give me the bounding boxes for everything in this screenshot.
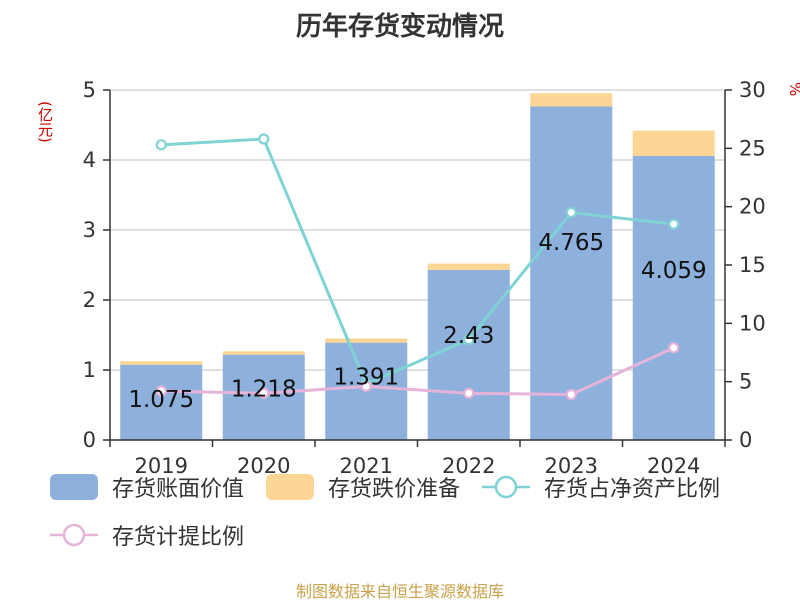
right-axis-unit: % [790, 82, 800, 97]
y-tick-label: 1 [83, 358, 96, 382]
bar-impairment [120, 361, 203, 365]
point-net-asset-ratio [565, 206, 577, 219]
legend-label-impairment: 存货跌价准备 [328, 477, 461, 502]
bar-layer [120, 93, 715, 440]
legend-item-provision-ratio[interactable]: 存货计提比例 [50, 518, 244, 552]
bar-data-label: 1.218 [231, 377, 297, 403]
bar-book-value [530, 106, 613, 440]
y-tick-label: 0 [83, 428, 96, 452]
bar-data-label: 1.075 [128, 387, 194, 413]
x-tick-label: 2023 [545, 454, 598, 478]
bar-data-label: 2.43 [443, 323, 494, 349]
bar-impairment [632, 130, 715, 156]
point-net-asset-ratio [668, 218, 680, 230]
legend-label-book-value: 存货账面价值 [112, 477, 245, 502]
y-tick-label: 3 [83, 218, 96, 242]
bar-book-value [120, 364, 203, 440]
point-provision-ratio [258, 387, 270, 399]
bar-impairment [222, 351, 305, 355]
line-layer [155, 133, 680, 401]
y2-tick-label: 20 [739, 195, 766, 219]
y2-tick-label: 0 [739, 428, 752, 452]
legend-item-net-asset-ratio[interactable]: 存货占净资产比例 [482, 470, 720, 504]
y2-tick-label: 30 [739, 78, 766, 102]
data-source-note: 制图数据来自恒生聚源数据库 [295, 582, 504, 601]
bar-book-value [427, 269, 510, 440]
point-provision-ratio [155, 385, 167, 397]
legend-label-net-asset-ratio: 存货占净资产比例 [544, 477, 721, 502]
y-tick-label: 4 [83, 148, 96, 172]
bar-impairment [427, 263, 510, 270]
line-net-asset-ratio [161, 137, 674, 386]
bar-impairment [530, 93, 613, 107]
bar-data-label: 4.059 [641, 258, 707, 284]
x-tick-label: 2022 [442, 454, 495, 478]
y2-tick-label: 10 [739, 311, 766, 335]
legend-item-book-value[interactable]: 存货账面价值 [50, 470, 244, 504]
x-tick-label: 2021 [340, 454, 393, 478]
label-layer: 1.075 1.218 1.391 2.43 4.765 4.059 [128, 230, 706, 413]
legend-label-provision-ratio: 存货计提比例 [112, 525, 245, 550]
bar-data-label: 4.765 [538, 230, 604, 256]
point-provision-ratio [463, 387, 475, 399]
left-axis-unit: (亿元) [36, 101, 54, 143]
legend: 存货账面价值 存货跌价准备 存货占净资产比例 存货计提比例 [50, 470, 770, 552]
x-tick-label: 2019 [135, 454, 188, 478]
point-net-asset-ratio [155, 139, 167, 151]
y2-tick-label: 15 [739, 253, 766, 277]
chart-title: 历年存货变动情况 [295, 12, 504, 42]
legend-swatch-book-value [50, 474, 98, 500]
legend-item-impairment[interactable]: 存货跌价准备 [266, 470, 460, 504]
y2-tick-label: 25 [739, 136, 766, 160]
legend-line-marker-net-asset-ratio-icon [482, 475, 531, 499]
y2-tick-label: 5 [739, 370, 752, 394]
legend-line-marker-provision-ratio-icon [50, 523, 98, 547]
x-tick-label: 2024 [647, 454, 700, 478]
legend-swatch-impairment [266, 474, 315, 500]
bar-impairment [325, 338, 408, 343]
point-provision-ratio [668, 342, 680, 354]
point-net-asset-ratio [463, 334, 475, 346]
bar-book-value [632, 155, 715, 440]
y-tick-label: 5 [83, 78, 96, 102]
point-net-asset-ratio [258, 133, 270, 145]
line-provision-ratio [161, 346, 675, 397]
bar-data-label: 1.391 [333, 365, 399, 391]
point-provision-ratio [360, 380, 372, 392]
y-tick-label: 2 [83, 288, 96, 312]
point-provision-ratio [565, 388, 577, 401]
